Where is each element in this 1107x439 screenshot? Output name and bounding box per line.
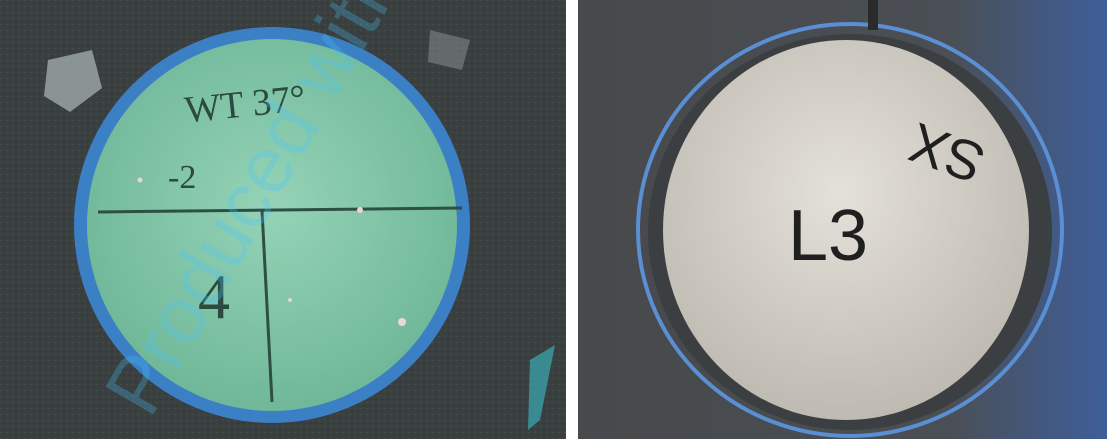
left-petri-dish-photo: WT 37° -2 4 [0,0,566,439]
agar-surface [663,40,1029,420]
marker-line-vertical [260,209,274,403]
left-photo-canvas: WT 37° -2 4 [0,0,566,439]
dish-label-lane: L3 [788,196,868,276]
right-photo-canvas: SX L3 [578,0,1107,439]
dish-label-quadrant: 4 [198,261,230,332]
petri-dish-rim [636,22,1064,438]
panel-divider [566,0,578,439]
right-petri-dish-photo: SX L3 [578,0,1107,439]
agar-surface [87,39,457,411]
tape-scrap [44,50,102,112]
marker-line-horizontal [97,206,463,214]
dish-label-dilution: -2 [168,159,196,196]
